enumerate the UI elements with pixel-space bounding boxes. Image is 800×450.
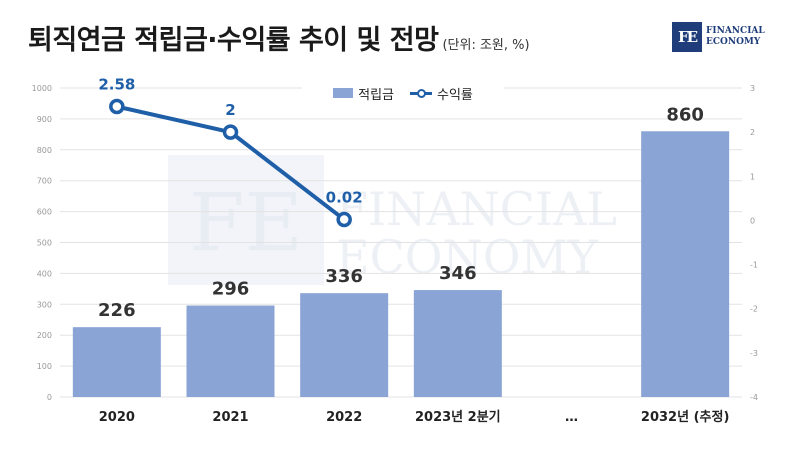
- bar: [72, 327, 161, 397]
- bar: [641, 131, 730, 397]
- bar-data-label: 226: [98, 300, 136, 321]
- left-tick-label: 400: [37, 269, 52, 278]
- brand-mark: FE: [672, 22, 702, 52]
- right-tick-label: 2: [750, 128, 755, 137]
- line-data-label: 0.02: [326, 189, 363, 207]
- bar-data-label: 336: [325, 266, 363, 287]
- watermark-mark: FE: [189, 176, 303, 269]
- brand-line-1: FINANCIAL: [706, 26, 765, 36]
- category-label: 2021: [212, 410, 248, 425]
- bar-data-label: 346: [439, 263, 477, 284]
- right-tick-label: -3: [750, 349, 758, 358]
- legend-swatch-bar: [333, 88, 354, 98]
- legend-swatch-line: [410, 87, 432, 99]
- right-tick-label: 3: [750, 84, 755, 93]
- category-label: 2022: [326, 410, 362, 425]
- bar: [300, 293, 389, 397]
- bar: [186, 305, 275, 397]
- right-tick-label: -4: [750, 393, 758, 402]
- right-tick-label: 0: [750, 216, 755, 225]
- category-label: 2020: [99, 410, 135, 425]
- right-axis: -4 -3 -2 -1 0 1 2 3: [750, 84, 758, 402]
- line-data-label: 2.58: [98, 76, 135, 94]
- category-label: 2023년 2분기: [415, 410, 501, 425]
- left-tick-label: 100: [37, 362, 52, 371]
- right-tick-label: -1: [750, 261, 758, 270]
- left-tick-label: 600: [37, 208, 52, 217]
- bar-data-label: 296: [212, 279, 250, 300]
- bar: [413, 290, 502, 397]
- chart-header: 퇴직연금 적립금·수익률 추이 및 전망 (단위: 조원, %) FE FINAN…: [0, 0, 800, 72]
- brand-name: FINANCIAL ECONOMY: [706, 26, 765, 48]
- left-tick-label: 0: [47, 393, 52, 402]
- watermark-box: [168, 155, 324, 285]
- category-label: …: [565, 410, 578, 425]
- right-tick-label: -2: [750, 305, 758, 314]
- watermark-line-1: FINANCIAL: [336, 182, 617, 236]
- left-tick-label: 800: [37, 146, 52, 155]
- line-series: 2.58 2 0.02: [98, 76, 363, 228]
- category-label: 2032년 (추정): [641, 409, 729, 425]
- left-tick-label: 900: [37, 115, 52, 124]
- left-tick-label: 1000: [32, 84, 52, 93]
- line-point: [222, 124, 239, 140]
- bar-labels: 226 296 336 346 860: [98, 104, 704, 321]
- left-tick-label: 300: [37, 300, 52, 309]
- watermark: FE FINANCIAL ECONOMY: [168, 155, 617, 285]
- watermark-line-2: ECONOMY: [336, 230, 599, 284]
- gridlines: [60, 87, 742, 398]
- unit-label: (단위: 조원, %): [442, 38, 530, 53]
- legend-label-line: 수익률: [437, 87, 473, 103]
- brand-logo: FE FINANCIAL ECONOMY: [672, 22, 765, 52]
- category-axis: 2020 2021 2022 2023년 2분기 … 2032년 (추정): [99, 409, 730, 425]
- line-data-label: 2: [225, 101, 235, 119]
- legend-item-bar: 적립금: [333, 84, 394, 103]
- chart-title: 퇴직연금 적립금·수익률 추이 및 전망 (단위: 조원, %): [28, 25, 530, 56]
- legend-item-line: 수익률: [410, 84, 473, 103]
- left-tick-label: 700: [37, 177, 52, 186]
- left-tick-label: 200: [37, 331, 52, 340]
- right-tick-label: 1: [750, 172, 755, 181]
- left-tick-label: 500: [37, 239, 52, 248]
- legend-label-bar: 적립금: [358, 87, 394, 103]
- legend: 적립금 수익률: [302, 80, 504, 106]
- bar-series: [72, 131, 730, 397]
- left-axis: 0 100 200 300 400 500 600 700 800 900 1000: [32, 84, 52, 402]
- line-point: [109, 98, 125, 115]
- line-point: [336, 211, 352, 228]
- brand-line-2: ECONOMY: [706, 37, 761, 47]
- bar-data-label: 860: [666, 104, 704, 125]
